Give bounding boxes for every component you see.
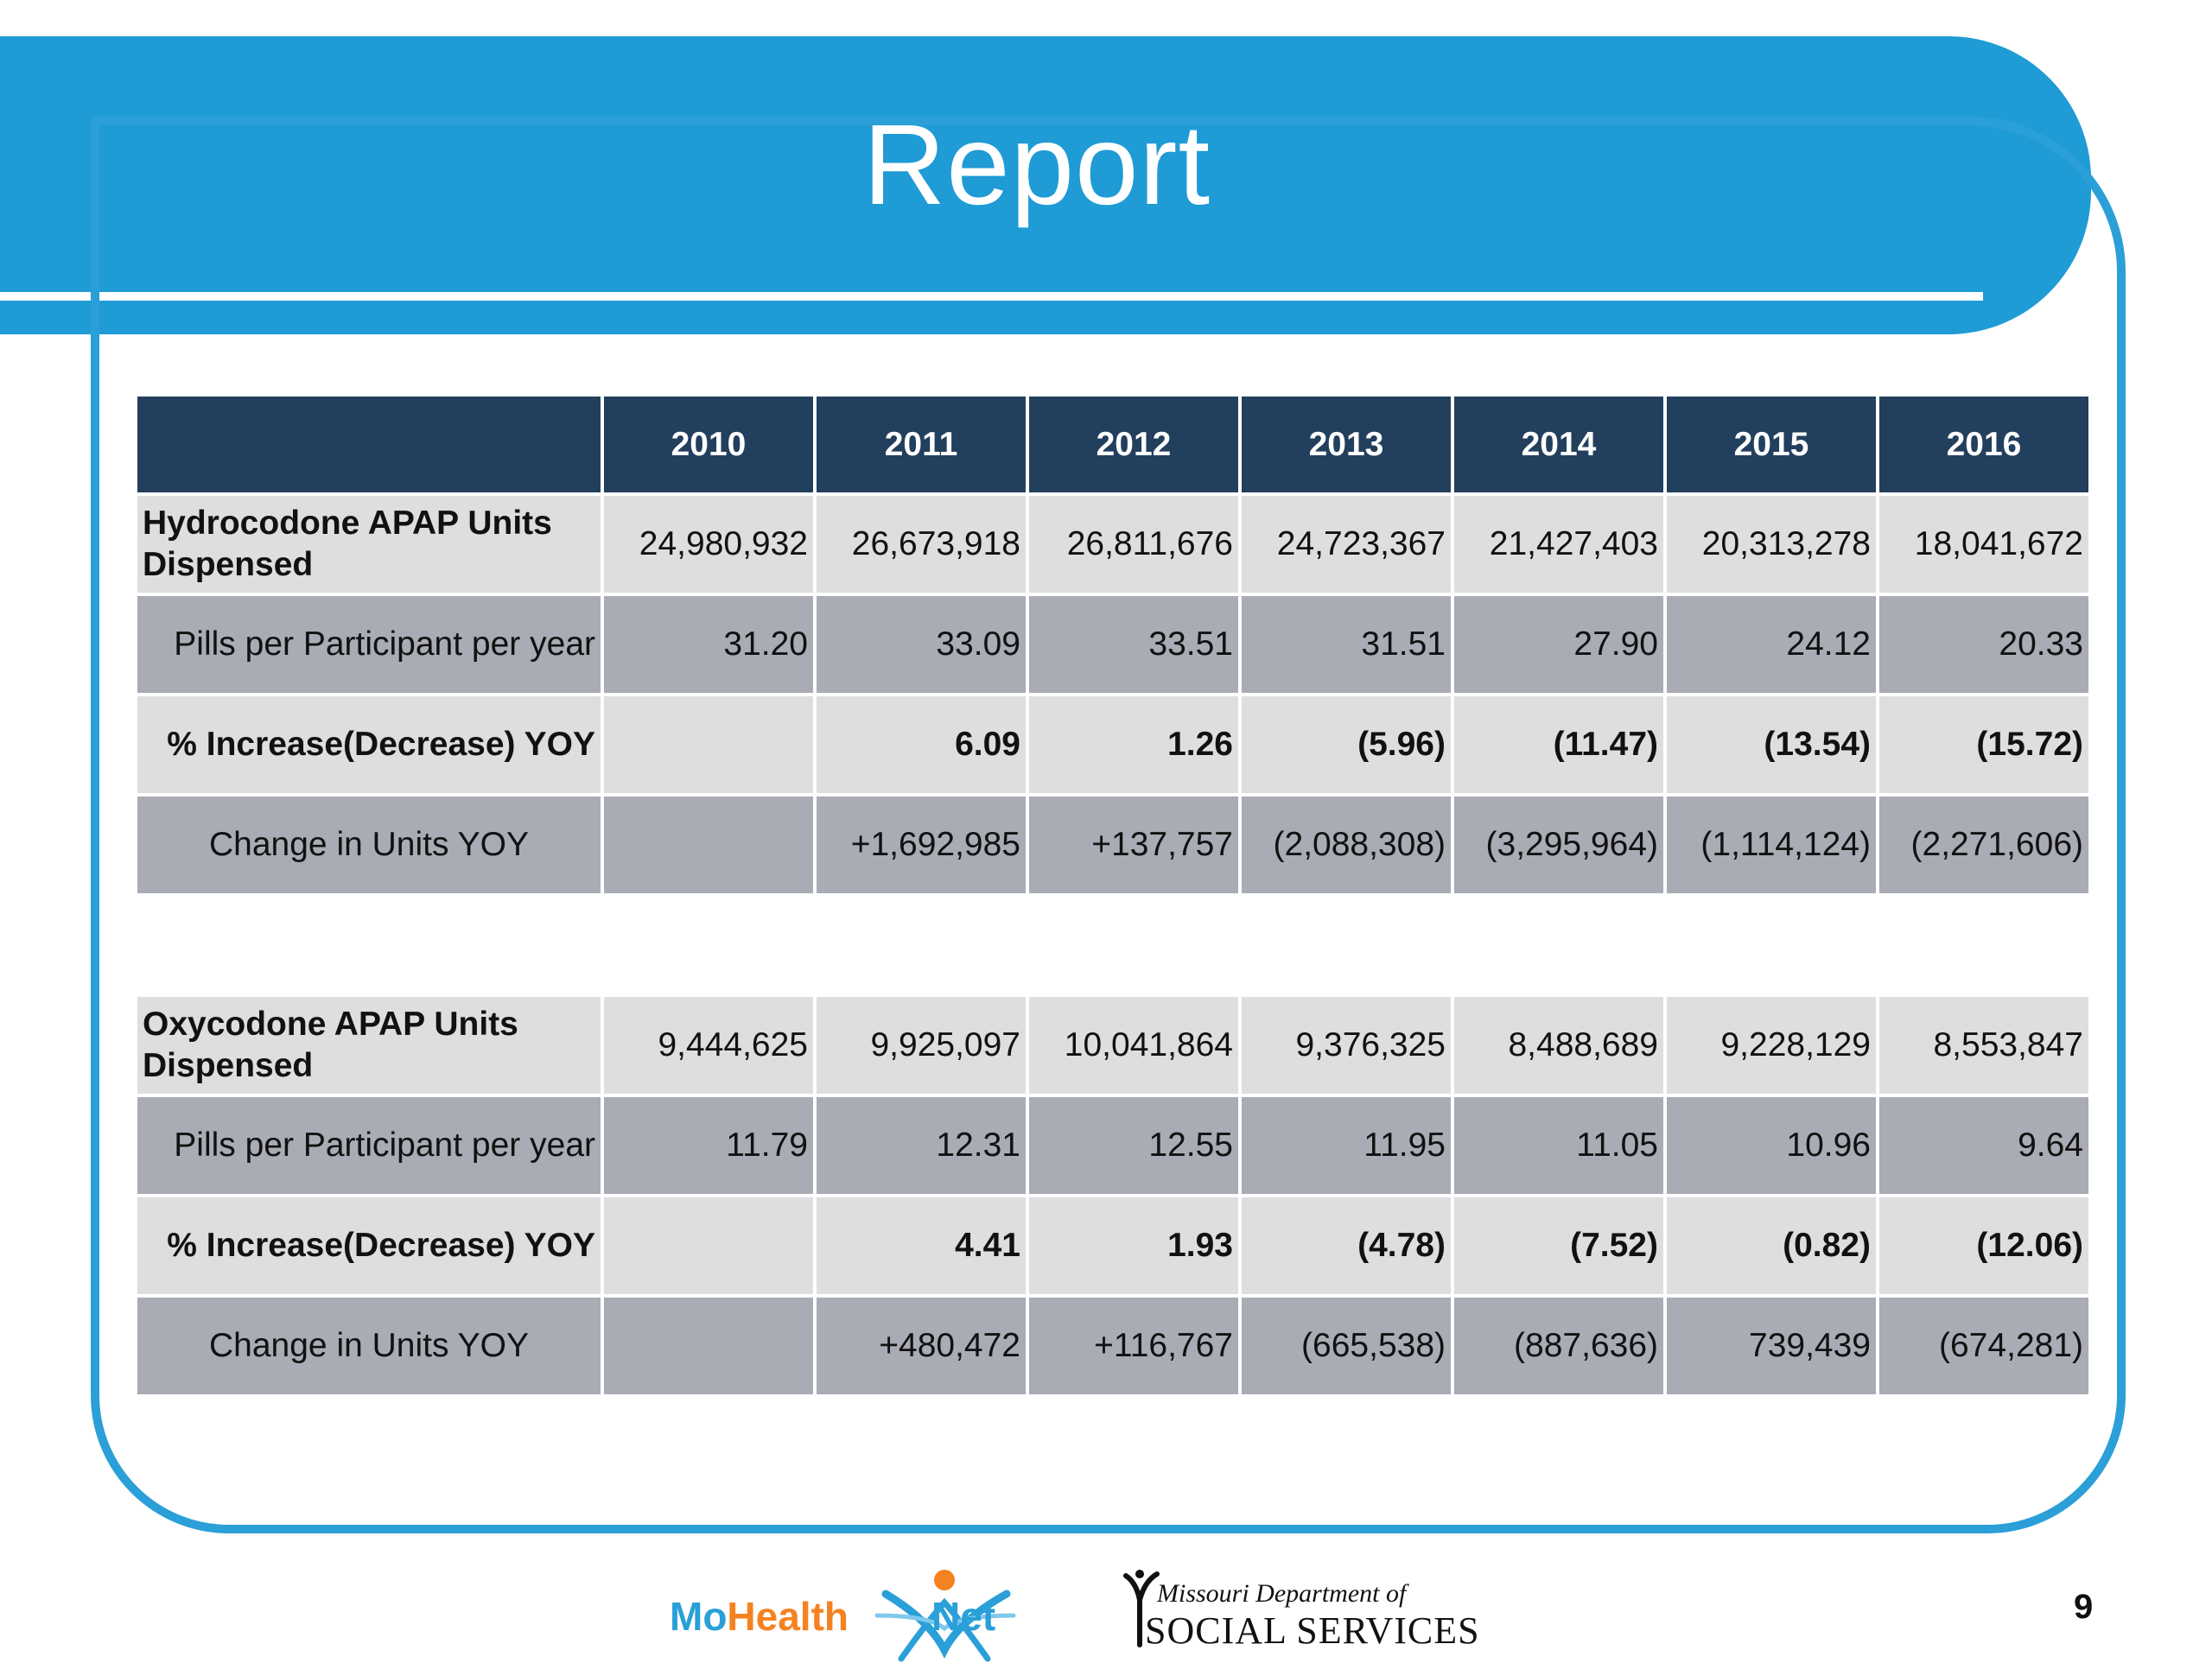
row-label: Change in Units YOY [134,793,604,897]
table-cell: (4.78) [1238,1194,1454,1298]
page-number: 9 [2074,1588,2094,1626]
table-cell [601,693,817,797]
table-cell: 20.33 [1876,593,2092,696]
table-row: Pills per Participant per year 31.20 33.… [134,593,2092,696]
table-cell: 24,980,932 [601,492,817,596]
row-label: % Increase(Decrease) YOY [134,1194,604,1298]
year-header-2013: 2013 [1238,393,1454,496]
banner-divider [0,292,1983,301]
table-cell: (12.06) [1876,1194,2092,1298]
table-cell: (15.72) [1876,693,2092,797]
hydrocodone-table: 2010 2011 2012 2013 2014 2015 2016 Hydro… [134,393,2092,897]
table-cell: 10.96 [1663,1094,1879,1197]
table-cell: 12.31 [813,1094,1029,1197]
table-cell: 9,444,625 [601,993,817,1097]
table-row: % Increase(Decrease) YOY 6.09 1.26 (5.96… [134,693,2092,797]
table-cell: 26,673,918 [813,492,1029,596]
mohealthnet-logo-text: MoHealth Net [670,1594,995,1639]
table-cell: +137,757 [1026,793,1242,897]
table-cell: 12.55 [1026,1094,1242,1197]
table-cell: 739,439 [1663,1294,1879,1398]
table-cell: (1,114,124) [1663,793,1879,897]
table-row: Change in Units YOY +1,692,985 +137,757 … [134,793,2092,897]
year-header-2016: 2016 [1876,393,2092,496]
table-cell: (3,295,964) [1451,793,1667,897]
table-cell: 20,313,278 [1663,492,1879,596]
title-banner [0,36,2091,334]
row-label: Pills per Participant per year [134,1094,604,1197]
table-cell: (5.96) [1238,693,1454,797]
table-cell: 11.05 [1451,1094,1667,1197]
table-cell: +116,767 [1026,1294,1242,1398]
year-header-2015: 2015 [1663,393,1879,496]
table-row: % Increase(Decrease) YOY 4.41 1.93 (4.78… [134,1194,2092,1298]
table-cell: 10,041,864 [1026,993,1242,1097]
table-cell: 21,427,403 [1451,492,1667,596]
year-header-2014: 2014 [1451,393,1667,496]
table-cell: 9,376,325 [1238,993,1454,1097]
table-cell: +480,472 [813,1294,1029,1398]
table-cell: (2,088,308) [1238,793,1454,897]
table-cell: (887,636) [1451,1294,1667,1398]
table-row: Oxycodone APAP Units Dispensed 9,444,625… [134,993,2092,1097]
table-row: Change in Units YOY +480,472 +116,767 (6… [134,1294,2092,1398]
table-cell [601,1294,817,1398]
table-cell: (11.47) [1451,693,1667,797]
table-cell: (665,538) [1238,1294,1454,1398]
table-cell [601,1194,817,1298]
table-cell: (13.54) [1663,693,1879,797]
table-cell: 31.20 [601,593,817,696]
mohealthnet-logo: MoHealth Net [670,1570,1016,1662]
table-cell: 9,228,129 [1663,993,1879,1097]
table-cell: 26,811,676 [1026,492,1242,596]
table-cell: 4.41 [813,1194,1029,1298]
year-header-row: 2010 2011 2012 2013 2014 2015 2016 [134,393,2092,496]
table-cell: 6.09 [813,693,1029,797]
year-header-2012: 2012 [1026,393,1242,496]
table-cell: 24,723,367 [1238,492,1454,596]
oxycodone-table: Oxycodone APAP Units Dispensed 9,444,625… [134,993,2092,1398]
table-cell: 8,553,847 [1876,993,2092,1097]
table-cell: (674,281) [1876,1294,2092,1398]
table-cell: 31.51 [1238,593,1454,696]
table-cell: +1,692,985 [813,793,1029,897]
row-label: % Increase(Decrease) YOY [134,693,604,797]
year-header-2011: 2011 [813,393,1029,496]
table-row: Pills per Participant per year 11.79 12.… [134,1094,2092,1197]
dss-logo-line1: Missouri Department of [1156,1579,1409,1608]
table-cell: (7.52) [1451,1194,1667,1298]
header-blank-cell [134,393,604,496]
table-row: Hydrocodone APAP Units Dispensed 24,980,… [134,492,2092,596]
table-cell [601,793,817,897]
table-cell: 24.12 [1663,593,1879,696]
row-label: Hydrocodone APAP Units Dispensed [134,492,604,596]
table-cell: 1.93 [1026,1194,1242,1298]
table-cell: 11.79 [601,1094,817,1197]
slide-frame [91,117,2126,1533]
table-cell: 18,041,672 [1876,492,2092,596]
table-cell: 1.26 [1026,693,1242,797]
table-cell: (0.82) [1663,1194,1879,1298]
table-cell: 8,488,689 [1451,993,1667,1097]
slide-footer: MoHealth Net Missouri Department of SOCIA… [0,1555,2212,1662]
table-cell: (2,271,606) [1876,793,2092,897]
row-label: Oxycodone APAP Units Dispensed [134,993,604,1097]
table-cell: 9,925,097 [813,993,1029,1097]
table-cell: 33.09 [813,593,1029,696]
year-header-2010: 2010 [601,393,817,496]
dss-logo-line2: SOCIAL SERVICES [1145,1609,1480,1652]
row-label: Pills per Participant per year [134,593,604,696]
row-label: Change in Units YOY [134,1294,604,1398]
slide-title: Report [862,101,1211,228]
table-cell: 11.95 [1238,1094,1454,1197]
table-cell: 9.64 [1876,1094,2092,1197]
table-cell: 27.90 [1451,593,1667,696]
social-services-logo: Missouri Department of SOCIAL SERVICES [1123,1570,1480,1652]
table-cell: 33.51 [1026,593,1242,696]
